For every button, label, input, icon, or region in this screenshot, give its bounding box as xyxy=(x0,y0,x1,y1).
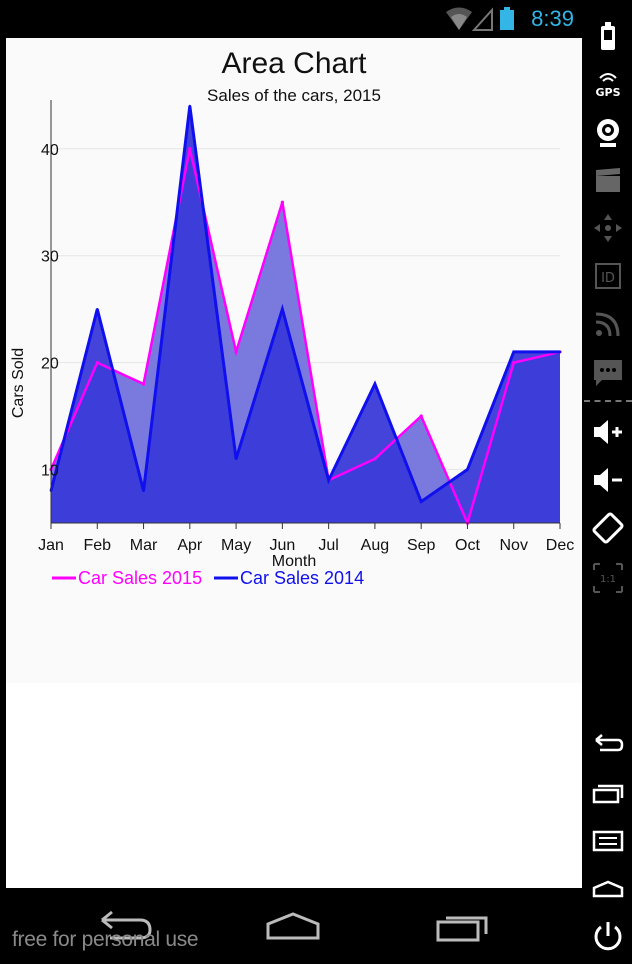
side-divider xyxy=(584,400,632,402)
x-tick-label: Oct xyxy=(455,537,480,554)
x-tick-label: Jul xyxy=(318,537,338,554)
data-point xyxy=(188,104,192,108)
x-tick-label: Feb xyxy=(83,537,111,554)
y-tick-label: 10 xyxy=(41,463,59,480)
x-tick-label: Mar xyxy=(130,537,158,554)
wifi-icon xyxy=(446,7,472,30)
x-tick-label: Dec xyxy=(546,537,574,554)
back-icon[interactable] xyxy=(590,726,626,762)
battery-icon[interactable] xyxy=(590,18,626,54)
data-point xyxy=(466,468,469,471)
watermark: free for personal use xyxy=(12,928,199,951)
status-bar: 8:39 xyxy=(0,0,582,38)
signal-icon xyxy=(471,7,493,31)
x-tick-label: Nov xyxy=(500,537,528,554)
data-point xyxy=(234,350,238,354)
y-tick-label: 40 xyxy=(41,142,59,159)
data-point xyxy=(142,489,145,493)
x-axis-label: Month xyxy=(272,553,316,570)
gps-label: GPS xyxy=(595,86,620,99)
data-point xyxy=(280,200,284,204)
data-point xyxy=(373,457,377,461)
status-time: 8:39 xyxy=(531,6,574,31)
line-car-sales-2014 xyxy=(49,105,560,504)
data-point xyxy=(327,479,330,482)
volume-down-icon[interactable] xyxy=(590,462,626,498)
sms-icon[interactable] xyxy=(590,354,626,390)
menu-icon[interactable] xyxy=(590,822,626,858)
nav-back-button[interactable] xyxy=(101,910,152,940)
data-point xyxy=(96,307,99,311)
data-point xyxy=(95,361,99,365)
x-tick-label: Jun xyxy=(269,537,295,554)
chart-subtitle: Sales of the cars, 2015 xyxy=(207,86,381,105)
data-point xyxy=(373,382,377,386)
data-point xyxy=(281,307,284,311)
camera-icon[interactable] xyxy=(590,114,626,150)
system-icons xyxy=(440,6,520,32)
x-tick-label: Jan xyxy=(38,537,64,554)
navigation-bar xyxy=(0,888,582,960)
x-tick-label: Aug xyxy=(361,537,389,554)
scale-icon[interactable]: 1:1 xyxy=(590,560,626,596)
rotate-icon[interactable] xyxy=(590,510,626,546)
gps-icon[interactable]: GPS xyxy=(590,66,626,102)
line-car-sales-2015 xyxy=(49,148,561,527)
legend-label: Car Sales 2015 xyxy=(78,568,202,588)
video-icon[interactable] xyxy=(590,162,626,198)
data-point xyxy=(512,361,516,365)
data-point xyxy=(141,382,146,386)
battery-status-icon xyxy=(500,7,514,30)
x-tick-label: Sep xyxy=(407,537,436,554)
y-tick-label: 20 xyxy=(41,356,59,373)
data-point xyxy=(419,500,423,503)
power-icon[interactable] xyxy=(590,918,626,954)
home-icon[interactable] xyxy=(590,870,626,906)
dpad-icon[interactable] xyxy=(590,210,626,246)
chart-title: Area Chart xyxy=(221,47,367,80)
scale-label: 1:1 xyxy=(600,574,616,585)
data-point xyxy=(188,147,192,151)
area-chart: 10 20 30 40 Jan Feb Mar Apr May Jun Jul Aug Sep Oct No… xyxy=(6,38,582,888)
data-point xyxy=(512,350,515,354)
nav-home-button[interactable] xyxy=(266,912,320,940)
legend-label: Car Sales 2014 xyxy=(240,568,364,588)
emulator-side-panel: GPS ID 1:1 xyxy=(584,0,632,960)
id-label: ID xyxy=(601,271,615,286)
id-icon[interactable]: ID xyxy=(590,258,626,294)
volume-up-icon[interactable] xyxy=(590,414,626,450)
recent-apps-icon[interactable] xyxy=(590,774,626,810)
data-point xyxy=(234,457,238,461)
y-tick-label: 30 xyxy=(41,249,59,266)
rss-icon[interactable] xyxy=(590,306,626,342)
x-tick-label: Apr xyxy=(177,537,203,554)
data-point xyxy=(419,414,423,418)
y-axis-label: Cars Sold xyxy=(10,348,27,418)
app-screen: 10 20 30 40 Jan Feb Mar Apr May Jun Jul Aug Sep Oct No… xyxy=(6,38,582,888)
legend: Car Sales 2015 Car Sales 2014 xyxy=(52,568,364,588)
nav-recent-apps-button[interactable] xyxy=(436,916,488,942)
x-tick-label: May xyxy=(221,537,251,554)
data-point xyxy=(558,350,562,354)
